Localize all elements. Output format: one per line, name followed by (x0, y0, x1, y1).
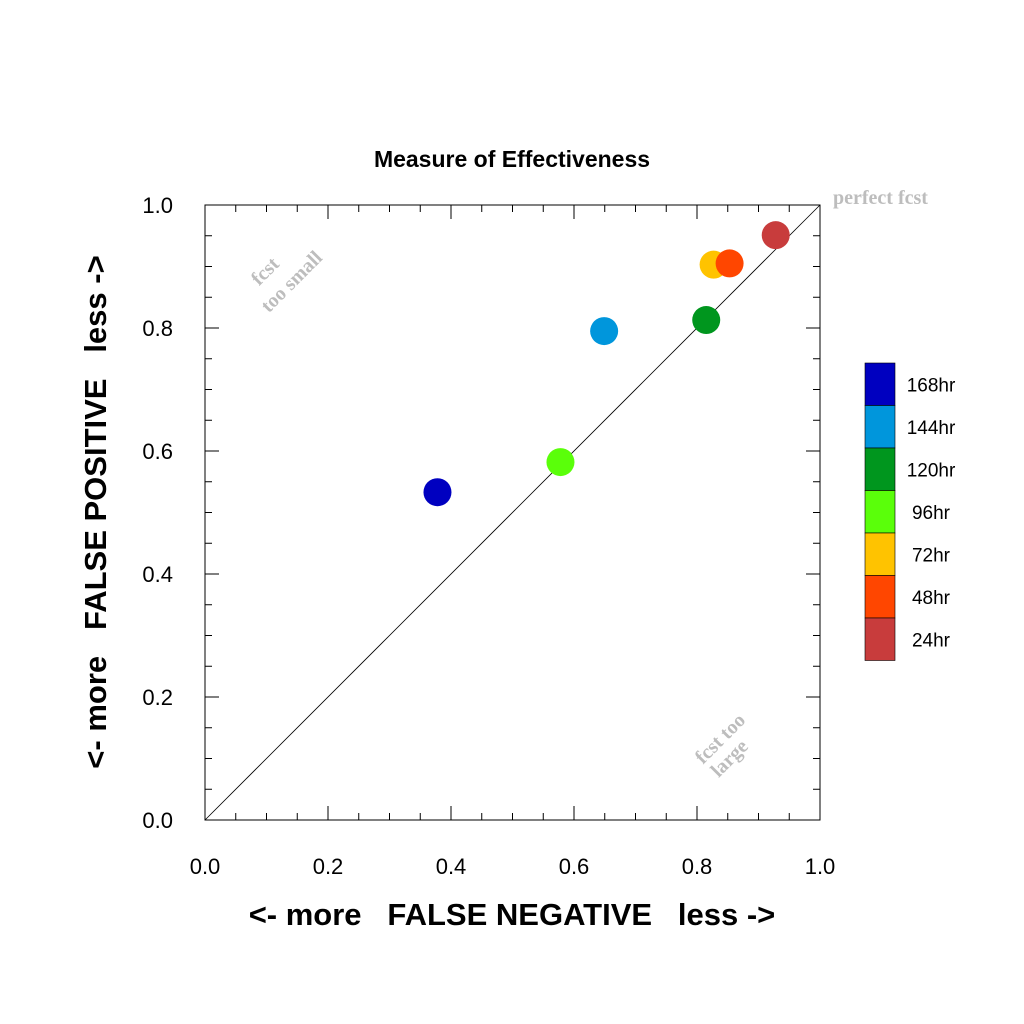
perfect-forecast-diagonal (204, 204, 821, 821)
legend-label-168hr: 168hr (907, 375, 956, 396)
legend-label-96hr: 96hr (912, 503, 951, 524)
x-tick-label: 0.6 (559, 854, 590, 879)
y-tick-label: 0.0 (142, 808, 173, 833)
y-tick-label: 0.2 (142, 685, 173, 710)
data-point-120hr (692, 306, 721, 335)
data-point-96hr (546, 448, 575, 477)
legend-label-24hr: 24hr (912, 630, 951, 651)
y-tick-label: 1.0 (142, 193, 173, 218)
legend-swatch-48hr (864, 575, 896, 619)
legend-swatch-96hr (864, 490, 896, 534)
y-tick-labels: 0.0 0.2 0.4 0.6 0.8 1.0 (142, 193, 173, 833)
y-tick-label: 0.6 (142, 439, 173, 464)
y-tick-label: 0.8 (142, 316, 173, 341)
legend-label-144hr: 144hr (907, 418, 956, 439)
chart-title: Measure of Effectiveness (374, 146, 650, 172)
annotation-perfect-fcst: perfect fcst (833, 187, 928, 209)
x-tick-label: 0.0 (190, 854, 221, 879)
legend-swatch-24hr (864, 617, 896, 661)
legend-label-48hr: 48hr (912, 588, 951, 609)
legend-label-120hr: 120hr (907, 460, 956, 481)
minor-ticks (205, 205, 820, 820)
legend: 168hr 144hr 120hr 96hr 72hr 48hr 24hr (864, 362, 956, 661)
x-tick-labels: 0.0 0.2 0.4 0.6 0.8 1.0 (190, 854, 836, 879)
data-point-48hr (715, 249, 744, 278)
y-tick-label: 0.4 (142, 562, 173, 587)
x-tick-label: 0.8 (682, 854, 713, 879)
y-axis-label: <- more FALSE POSITIVE less -> (78, 255, 113, 768)
data-points (423, 221, 790, 507)
data-point-24hr (761, 221, 790, 250)
data-point-168hr (423, 478, 452, 507)
legend-swatch-168hr (864, 362, 896, 406)
legend-swatch-120hr (864, 447, 896, 491)
x-tick-label: 1.0 (805, 854, 836, 879)
x-tick-label: 0.4 (436, 854, 467, 879)
data-point-144hr (590, 317, 619, 346)
legend-swatch-72hr (864, 532, 896, 576)
legend-label-72hr: 72hr (912, 545, 951, 566)
x-axis-label: <- more FALSE NEGATIVE less -> (249, 897, 776, 932)
legend-swatch-144hr (864, 405, 896, 449)
major-ticks (204, 204, 821, 821)
x-tick-label: 0.2 (313, 854, 344, 879)
